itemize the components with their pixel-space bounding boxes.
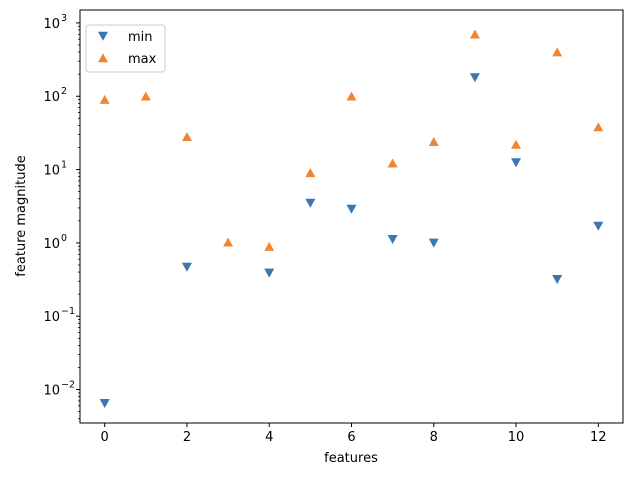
max-point [99, 94, 110, 104]
legend-marker-min [98, 31, 108, 41]
max-point [469, 29, 480, 39]
x-tick-label: 6 [347, 430, 355, 445]
y-tick-label: 10 [43, 17, 60, 32]
y-tick-label: 10 [43, 237, 60, 252]
legend: min max [85, 24, 166, 73]
min-point [346, 204, 357, 214]
max-point [387, 158, 398, 168]
y-tick-label: 10 [43, 384, 60, 399]
max-point [181, 132, 192, 142]
x-tick-label: 8 [430, 430, 438, 445]
y-tick-exponent: −2 [61, 380, 75, 391]
max-point [346, 91, 357, 101]
y-tick-exponent: 3 [61, 13, 67, 24]
y-tick-exponent: −1 [61, 306, 75, 317]
min-point [181, 262, 192, 272]
max-point [264, 241, 275, 251]
min-point [552, 274, 563, 284]
min-point [511, 158, 522, 168]
min-point [387, 235, 398, 245]
y-tick-label: 10 [43, 310, 60, 325]
x-tick-label: 2 [183, 430, 191, 445]
legend-label-min: min [128, 30, 153, 45]
y-tick-label: 10 [43, 90, 60, 105]
max-point [140, 91, 151, 101]
max-point [511, 139, 522, 149]
min-point [264, 268, 275, 278]
legend-marker-max [98, 53, 108, 63]
min-point [305, 198, 316, 208]
max-point [593, 122, 604, 132]
max-point [223, 237, 234, 247]
x-axis: 0 2 4 6 8 10 12 [101, 423, 607, 445]
min-point [469, 73, 480, 83]
x-tick-label: 10 [508, 430, 525, 445]
max-point [305, 168, 316, 178]
max-point [428, 136, 439, 146]
x-tick-label: 12 [590, 430, 607, 445]
max-point [552, 47, 563, 57]
legend-label-max: max [128, 52, 157, 67]
x-tick-label: 0 [101, 430, 109, 445]
y-tick-label: 10 [43, 164, 60, 179]
x-tick-label: 4 [265, 430, 273, 445]
y-tick-exponent: 1 [61, 160, 67, 171]
y-tick-exponent: 0 [61, 233, 67, 244]
min-point [593, 221, 604, 231]
y-axis-label: feature magnitude [14, 155, 29, 276]
x-axis-label: features [324, 451, 378, 466]
y-tick-exponent: 2 [61, 86, 67, 97]
min-point [428, 238, 439, 248]
min-point [99, 399, 110, 409]
data-points [99, 29, 604, 409]
